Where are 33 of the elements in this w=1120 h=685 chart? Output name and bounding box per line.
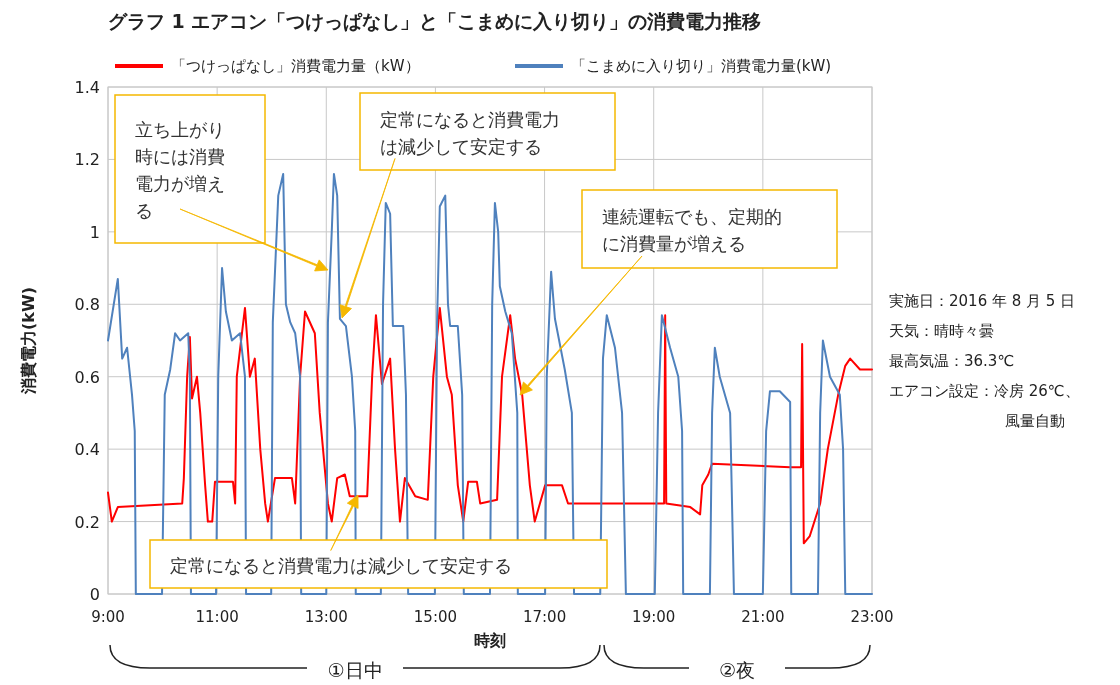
text: 天気：晴時々曇 bbox=[889, 322, 994, 340]
annotation: 定常になると消費電力は減少して安定する bbox=[170, 554, 512, 576]
y-tick-label: 1.4 bbox=[74, 78, 100, 97]
x-tick-label: 15:00 bbox=[413, 608, 458, 626]
text: エアコン設定：冷房 26℃、 bbox=[889, 382, 1080, 400]
y-tick-label: 1.2 bbox=[74, 150, 100, 170]
x-tick-label: 11:00 bbox=[195, 608, 239, 626]
annotation: 立ち上がり時には消費電力が増える bbox=[135, 119, 225, 221]
x-tick-label: 21:00 bbox=[741, 608, 785, 626]
annotation: 連続運転でも、定期的に消費量が増える bbox=[602, 206, 782, 254]
x-tick-label: 19:00 bbox=[632, 608, 676, 626]
x-tick-label: 9:00 bbox=[91, 608, 125, 626]
legend-label: 「つけっぱなし」消費電力量（kW） bbox=[171, 57, 420, 75]
text: ②夜 bbox=[718, 659, 756, 681]
y-axis-title: 消費電力(kW) bbox=[19, 287, 38, 395]
y-tick-label: 0.2 bbox=[74, 512, 100, 532]
x-tick-label: 23:00 bbox=[850, 608, 894, 626]
chart-title: グラフ 1 エアコン「つけっぱなし」と「こまめに入り切り」の消費電力推移 bbox=[108, 10, 762, 32]
x-axis-title: 時刻 bbox=[474, 631, 506, 650]
line-series bbox=[107, 306, 873, 545]
y-tick-label: 0.6 bbox=[74, 367, 100, 387]
y-tick-label: 1 bbox=[89, 222, 100, 242]
y-tick-label: 0 bbox=[89, 585, 100, 604]
text: 最高気温：36.3℃ bbox=[889, 352, 1015, 370]
legend-label: 「こまめに入り切り」消費電力量(kW) bbox=[571, 57, 832, 75]
x-tick-label: 17:00 bbox=[522, 608, 567, 626]
text: 風量自動 bbox=[1005, 412, 1065, 430]
y-tick-label: 0.4 bbox=[74, 440, 100, 460]
text: ①日中 bbox=[327, 659, 383, 681]
annotation: 定常になると消費電力は減少して安定する bbox=[380, 108, 560, 157]
x-tick-label: 13:00 bbox=[304, 608, 348, 626]
text: 実施日：2016 年 8 月 5 日 bbox=[889, 292, 1076, 310]
y-tick-label: 0.8 bbox=[74, 295, 100, 315]
